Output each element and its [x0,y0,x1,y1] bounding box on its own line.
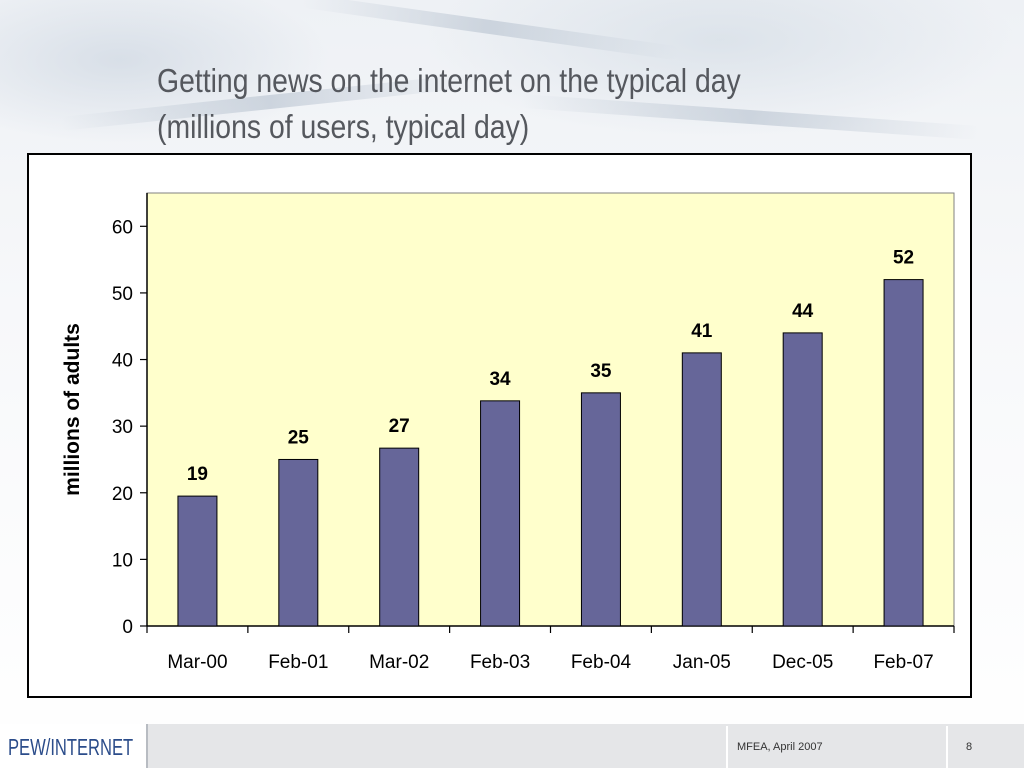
y-tick-label: 20 [112,484,133,505]
footer-divider [946,726,948,768]
y-tick-label: 40 [112,351,133,372]
x-tick-label: Mar-02 [369,652,429,673]
y-tick-label: 50 [112,284,133,305]
data-label: 35 [590,361,612,382]
footer-bar: PEW/INTERNET MFEA, April 2007 8 [0,724,1024,768]
x-tick-label: Feb-07 [873,652,933,673]
bar [177,495,218,627]
pew-internet-logo: PEW/INTERNET [8,734,134,760]
bar-chart-svg: 0 10 20 30 40 50 60 millions of adults 19 Mar-00 2… [61,192,955,673]
y-tick-label: 10 [112,550,133,571]
logo-area: PEW/INTERNET [0,724,148,768]
bar [782,332,823,627]
y-axis-title: millions of adults [61,323,84,496]
x-tick-label: Mar-00 [167,652,227,673]
bar [379,447,420,627]
bar [480,400,521,627]
slide-title-line-1: Getting news on the internet on the typi… [157,62,741,99]
slide-title: Getting news on the internet on the typi… [157,58,862,150]
plot-area [146,192,955,627]
x-tick-label: Feb-01 [268,652,328,673]
x-tick-label: Dec-05 [772,652,833,673]
data-label: 52 [893,248,914,269]
bar [580,392,621,627]
x-tick-label: Feb-04 [571,652,632,673]
y-tick-label: 0 [122,617,133,638]
data-label: 19 [187,464,208,485]
data-label: 34 [489,369,511,390]
background-decoration [300,0,680,61]
x-tick-label: Jan-05 [673,652,731,673]
bar [883,279,924,627]
footer-divider [726,726,728,768]
y-tick-label: 30 [112,417,133,438]
x-tick-label: Feb-03 [470,652,530,673]
slide-title-line-2: (millions of users, typical day) [157,108,530,145]
data-label: 25 [288,427,310,448]
data-label: 27 [389,416,410,437]
footer-meta: MFEA, April 2007 [737,741,823,753]
bar [681,352,722,627]
bar-chart: 0 10 20 30 40 50 60 millions of adults 19 Mar-00 2… [27,153,972,698]
data-label: 41 [691,321,713,342]
bar [278,458,319,627]
y-tick-label: 60 [112,217,133,238]
page-number: 8 [966,741,973,753]
data-label: 44 [792,301,814,322]
